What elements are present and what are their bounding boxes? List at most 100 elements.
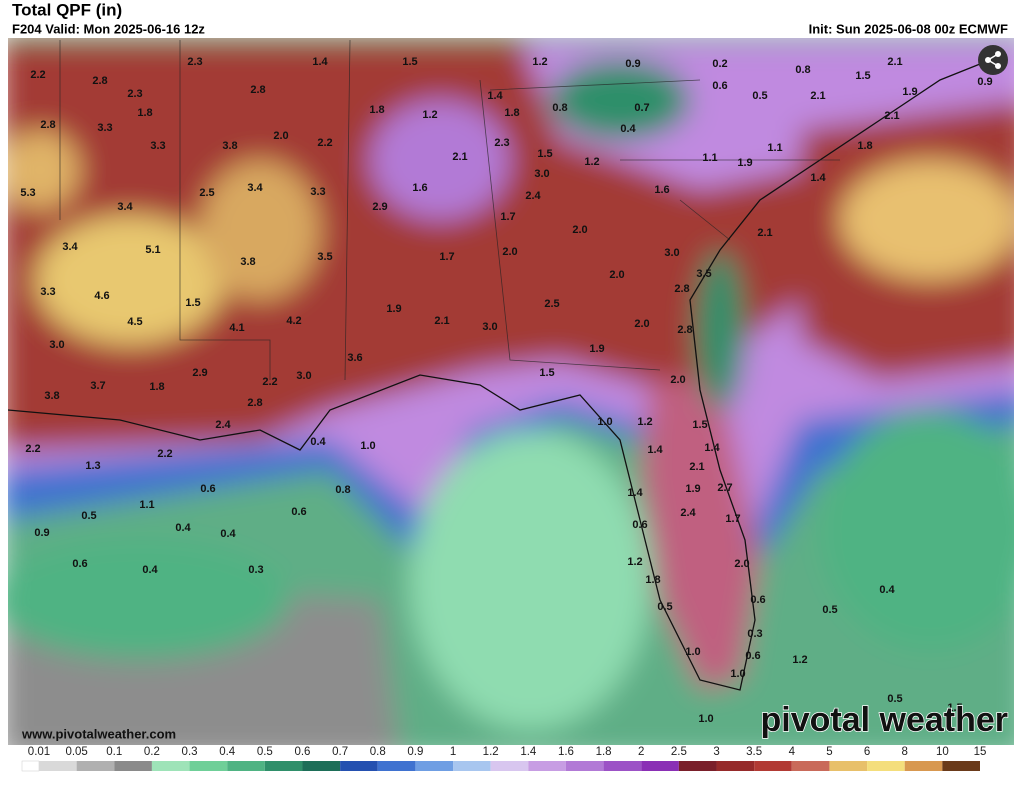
colorbar-segment [867,761,905,771]
legend-tick-label: 0.6 [294,746,310,758]
precip-label: 0.5 [752,90,767,102]
precip-label: 1.7 [500,211,515,223]
precip-label: 2.4 [680,507,696,519]
legend-tick-label: 2.5 [671,746,687,758]
precip-label: 0.4 [879,584,895,596]
precip-label: 2.2 [262,376,277,388]
coastline [8,59,991,691]
precip-label: 1.2 [584,156,599,168]
precip-label: 2.0 [273,130,288,142]
precip-label: 2.8 [674,283,689,295]
legend-tick-label: 0.4 [219,746,236,758]
precip-label: 2.0 [634,318,649,330]
precip-label: 0.4 [175,522,191,534]
precip-label: 3.7 [90,380,105,392]
precip-label: 0.5 [887,693,902,705]
precip-label: 3.4 [62,241,78,253]
precip-label: 1.5 [855,70,870,82]
precip-label: 1.9 [902,86,917,98]
precip-label: 4.5 [127,316,142,328]
colorbar-segment [377,761,416,771]
legend-tick-label: 0.01 [28,746,50,758]
precip-label: 5.1 [145,244,160,256]
precip-label: 1.8 [857,140,872,152]
precip-label: 0.5 [657,601,672,613]
precip-label: 1.4 [627,487,643,499]
precip-label: 3.6 [347,352,362,364]
legend-tick-label: 1.4 [520,746,537,758]
precip-label: 1.1 [702,152,717,164]
legend-tick-label: 3.5 [746,746,762,758]
precip-label: 1.4 [810,172,826,184]
colorbar-segment [754,761,792,771]
precip-label: 1.6 [654,184,669,196]
title: Total QPF (in) [12,0,122,19]
state-borders [59,39,840,381]
precip-label: 2.1 [810,90,825,102]
precip-label: 5.3 [20,187,35,199]
precip-label: 3.0 [664,247,679,259]
legend-tick-label: 5 [826,746,832,758]
precip-label: 1.0 [698,713,713,725]
precip-label: 1.9 [386,303,401,315]
precip-label: 0.6 [745,650,760,662]
precip-label: 2.1 [434,315,449,327]
legend-tick-label: 0.1 [106,746,122,758]
colorbar-segment [39,761,77,771]
colorbar-segment [716,761,755,771]
legend-tick-label: 6 [864,746,870,758]
precip-label: 1.0 [685,646,700,658]
precip-label: 3.3 [310,186,325,198]
precip-label: 0.9 [34,527,49,539]
colorbar-segment [21,760,40,772]
precip-label: 1.8 [369,104,384,116]
precip-label: 0.4 [220,528,236,540]
precip-label: 1.2 [627,556,642,568]
legend-tick-label: 1.8 [596,746,612,758]
legend-tick-label: 10 [936,746,949,758]
colorbar-segment [453,761,491,771]
colorbar-segment [151,761,190,771]
legend-tick-label: 2 [638,746,644,758]
legend-tick-label: 0.9 [407,746,423,758]
map: 2.2 2.82.32.31.82.81.4 1.5 1.2 0.9 0.2 0.8 1.52… [8,38,1014,745]
precip-label: 3.5 [696,268,711,280]
precip-label: 1.5 [185,297,200,309]
legend-tick-label: 0.8 [370,746,386,758]
precip-label: 2.0 [609,269,624,281]
precip-label: 0.3 [248,564,263,576]
colorbar-segment [942,761,980,771]
precip-label: 0.6 [200,483,215,495]
colorbar-segment [264,761,303,771]
brand-watermark: pivotal weather [760,701,1008,739]
precip-label: 1.9 [685,483,700,495]
legend-tick-label: 15 [974,746,987,758]
legend-tick-label: 0.7 [332,746,348,758]
precip-label: 2.0 [502,246,517,258]
legend-tick-label: 0.05 [65,746,87,758]
valid-time: F204 Valid: Mon 2025-06-16 12z [12,21,205,36]
legend-tick-label: 0.2 [144,746,160,758]
precip-field [8,38,1014,745]
precip-label: 2.8 [250,84,265,96]
precip-label: 0.8 [335,484,350,496]
precip-label: 3.8 [44,390,59,402]
precip-label: 2.3 [127,88,142,100]
precip-label: 1.4 [704,442,720,454]
precip-label: 1.8 [137,107,152,119]
precip-label: 4.1 [229,322,244,334]
precip-label: 3.4 [117,201,133,213]
precip-label: 0.2 [712,58,727,70]
precip-label: 3.0 [482,321,497,333]
precip-label: 1.5 [402,56,417,68]
precip-label: 0.6 [712,80,727,92]
precip-label: 1.4 [487,90,503,102]
colorbar-segment [641,761,679,771]
precip-label: 1.5 [539,367,554,379]
precip-label: 0.6 [632,519,647,531]
share-button[interactable] [978,45,1008,75]
precip-label: 1.0 [597,416,612,428]
precip-label: 2.8 [40,119,55,131]
precip-label: 1.7 [725,513,740,525]
